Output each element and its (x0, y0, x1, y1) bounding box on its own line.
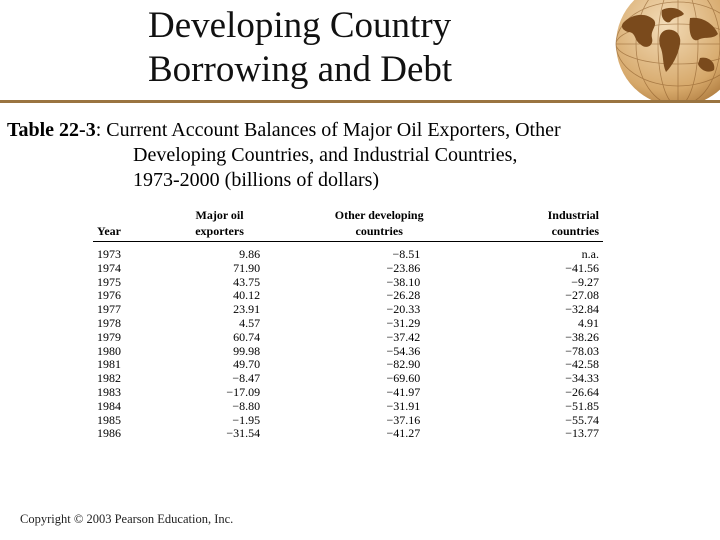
table-row: 1974 71.90 −23.86 −41.56 (93, 260, 603, 276)
cell-other-developing: −31.91 (386, 398, 421, 413)
cell-major-oil: 4.57 (239, 315, 261, 330)
cell-year: 1980 (97, 343, 121, 358)
table-caption: Table 22-3: Current Account Balances of … (7, 118, 707, 193)
table-row: 1976 40.12 −26.28 −27.08 (93, 289, 603, 303)
cell-other-developing: −37.16 (386, 412, 421, 427)
cell-other-developing: −38.10 (386, 274, 421, 289)
header-year: Year (93, 207, 161, 242)
header-industrial-countries: Industrial countries (480, 207, 603, 242)
table-body: 1973 9.86 −8.51 n.a. 1974 71.90 −23.86 −41.56 … (93, 247, 603, 441)
cell-year: 1977 (97, 302, 121, 317)
cell-year: 1981 (97, 357, 121, 372)
cell-other-developing: −37.42 (386, 329, 421, 344)
cell-major-oil: −31.54 (226, 426, 261, 441)
header-major-oil-exporters-line-1: Major oil (195, 208, 244, 222)
table-row: 1985 −1.95 −37.16 −55.74 (93, 412, 603, 428)
table-row: 1981 49.70 −82.90 −42.58 (93, 358, 603, 372)
table-row: 1982 −8.47 −69.60 −34.33 (93, 371, 603, 386)
cell-major-oil: 23.91 (233, 302, 261, 317)
cell-year: 1975 (97, 274, 121, 289)
caption-table-number: Table 22-3 (7, 119, 96, 141)
table-header-row: Year Major oil exporters Other developin… (93, 207, 603, 242)
table-row: 1978 4.57 −31.29 4.91 (93, 315, 603, 331)
title-divider (0, 100, 720, 103)
cell-other-developing: −31.29 (386, 315, 421, 330)
cell-year: 1984 (97, 398, 121, 413)
caption-line-2: Developing Countries, and Industrial Cou… (133, 144, 518, 166)
cell-major-oil: −8.47 (232, 371, 261, 386)
cell-industrial: −32.84 (565, 302, 599, 317)
header-industrial-line-2: countries (551, 224, 599, 238)
header-major-oil-exporters-line-2: exporters (195, 224, 244, 238)
cell-major-oil: −8.80 (232, 398, 261, 413)
cell-industrial: −27.08 (565, 288, 599, 303)
cell-year: 1983 (97, 384, 121, 399)
cell-major-oil: 99.98 (233, 343, 261, 358)
caption-line-3: 1973-2000 (billions of dollars) (133, 169, 380, 191)
cell-other-developing: −20.33 (386, 302, 421, 317)
cell-industrial: −55.74 (565, 412, 599, 427)
cell-year: 1985 (97, 412, 121, 427)
header-other-developing-line-2: countries (355, 224, 403, 238)
cell-year: 1982 (97, 371, 121, 386)
cell-industrial: n.a. (581, 247, 599, 261)
cell-major-oil: 9.86 (239, 247, 261, 261)
header-major-oil-exporters: Major oil exporters (161, 207, 279, 242)
cell-other-developing: −82.90 (386, 357, 421, 372)
table-row: 1984 −8.80 −31.91 −51.85 (93, 398, 603, 414)
copyright-notice: Copyright © 2003 Pearson Education, Inc. (20, 512, 234, 526)
table-row: 1986 −31.54 −41.27 −13.77 (93, 427, 603, 441)
cell-industrial: −26.64 (565, 384, 599, 399)
cell-major-oil: 71.90 (233, 260, 261, 275)
cell-year: 1976 (97, 288, 121, 303)
cell-industrial: 4.91 (578, 315, 599, 330)
cell-major-oil: −17.09 (226, 384, 261, 399)
table-row: 1980 99.98 −54.36 −78.03 (93, 343, 603, 359)
cell-year: 1979 (97, 329, 121, 344)
cell-industrial: −9.27 (571, 274, 599, 289)
slide-title: Developing Country Borrowing and Debt (148, 4, 588, 92)
table-row: 1973 9.86 −8.51 n.a. (93, 247, 603, 262)
slide-title-line-2: Borrowing and Debt (148, 49, 453, 90)
cell-major-oil: 40.12 (233, 288, 261, 303)
slide-title-line-1: Developing Country (148, 5, 452, 46)
cell-year: 1973 (97, 247, 121, 261)
table-row: 1983 −17.09 −41.97 −26.64 (93, 384, 603, 400)
cell-industrial: −13.77 (565, 426, 599, 441)
cell-major-oil: −1.95 (232, 412, 261, 427)
cell-industrial: −41.56 (565, 260, 599, 275)
cell-industrial: −42.58 (565, 357, 599, 372)
cell-year: 1986 (97, 426, 121, 441)
globe-icon (615, 0, 720, 100)
cell-industrial: −51.85 (565, 398, 599, 413)
cell-major-oil: 43.75 (233, 274, 261, 289)
cell-industrial: −38.26 (565, 329, 599, 344)
cell-major-oil: 49.70 (233, 357, 261, 372)
cell-other-developing: −41.97 (386, 384, 421, 399)
cell-other-developing: −8.51 (392, 247, 421, 261)
table-row: 1975 43.75 −38.10 −9.27 (93, 274, 603, 290)
header-industrial-line-1: Industrial (547, 208, 599, 222)
cell-industrial: −78.03 (565, 343, 599, 358)
header-other-developing-line-1: Other developing (334, 208, 424, 222)
caption-line-1-text: : Current Account Balances of Major Oil … (95, 119, 561, 141)
cell-major-oil: 60.74 (233, 329, 261, 344)
current-account-table: Year Major oil exporters Other developin… (93, 207, 603, 441)
header-other-developing-countries: Other developing countries (278, 207, 481, 242)
cell-other-developing: −69.60 (386, 371, 421, 386)
table-row: 1977 23.91 −20.33 −32.84 (93, 302, 603, 317)
cell-other-developing: −54.36 (386, 343, 421, 358)
cell-industrial: −34.33 (565, 371, 599, 386)
cell-other-developing: −41.27 (386, 426, 421, 441)
caption-line-1: Table 22-3: Current Account Balances of … (7, 118, 707, 143)
table-row: 1979 60.74 −37.42 −38.26 (93, 329, 603, 345)
cell-other-developing: −23.86 (386, 260, 421, 275)
cell-other-developing: −26.28 (386, 288, 421, 303)
cell-year: 1974 (97, 260, 121, 275)
cell-year: 1978 (97, 315, 121, 330)
